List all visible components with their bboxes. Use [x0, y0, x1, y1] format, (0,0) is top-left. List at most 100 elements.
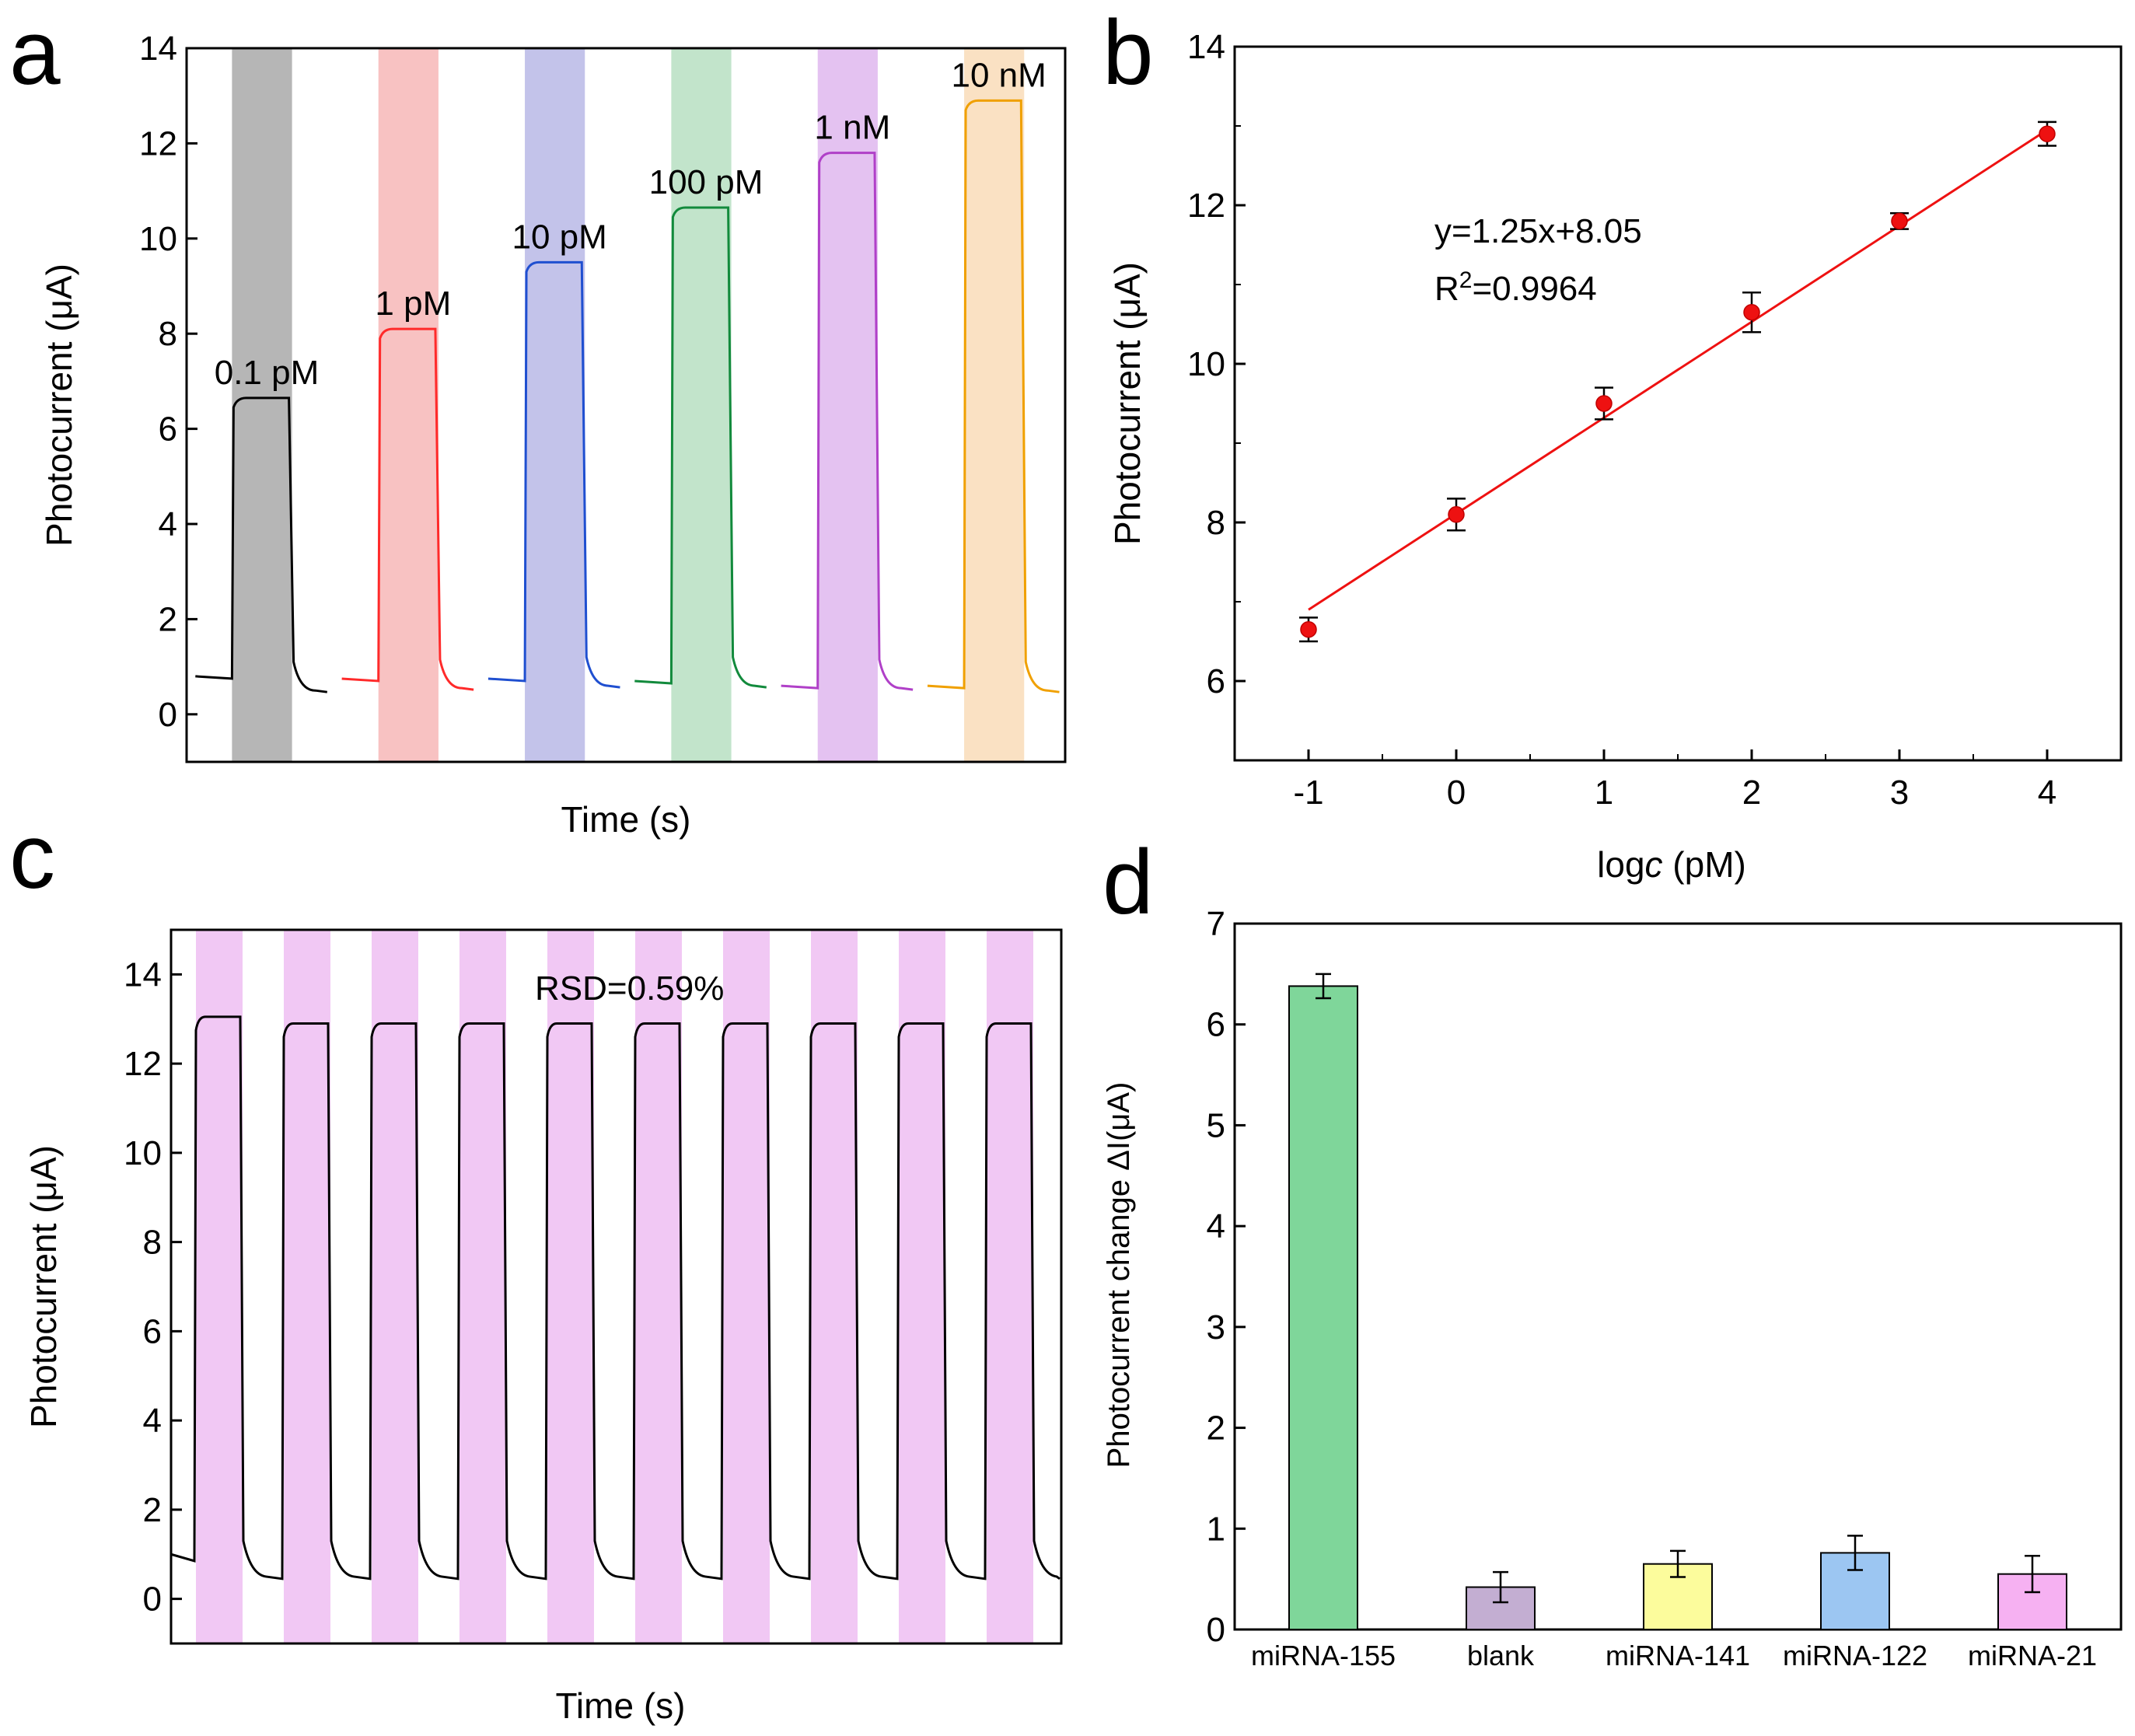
panel-b-xtick-label-2: 1 — [1595, 774, 1613, 812]
panel-c-ytick-label-7: 14 — [124, 955, 162, 994]
panel-d-category-label-4: miRNA-21 — [1968, 1640, 2097, 1671]
panel-c-light-band-2 — [372, 930, 418, 1643]
panel-c-light-band-6 — [723, 930, 770, 1643]
panel-b-ytick-label-4: 14 — [1187, 28, 1225, 66]
panel-a-chart: 0.1 pM 1 pM 10 pM 100 pM 1 nM 10 nM 0 2 4 6 8 10 12… — [39, 30, 1067, 840]
panel-d-ytick-label-1: 1 — [1207, 1510, 1225, 1548]
panel-d-bar-0 — [1288, 985, 1358, 1630]
panel-c-plot-frame — [169, 928, 1063, 1645]
panel-b-xtick-label-5: 4 — [2038, 774, 2056, 812]
panel-d-chart: miRNA-155 blank miRNA-141 miRNA-122 miRNA-21… — [1102, 905, 2123, 1671]
panel-b-point-2 — [1595, 395, 1613, 412]
panel-b-r2-pre: R — [1434, 270, 1459, 308]
panel-c-ytick-label-6: 12 — [124, 1045, 162, 1083]
panel-a-trace-0 — [195, 396, 327, 693]
panel-a-light-band-5 — [964, 48, 1025, 762]
panel-a-label-4: 1 nM — [814, 109, 890, 147]
panel-d-category-label-1: blank — [1467, 1640, 1535, 1671]
panel-d-ytick-label-3: 3 — [1207, 1308, 1225, 1347]
panel-d-bar-4 — [1997, 1573, 2067, 1630]
panel-c-annotation: RSD=0.59% — [535, 969, 724, 1008]
panel-letter-b: b — [1102, 2, 1154, 104]
panel-a-ytick-label-6: 12 — [139, 124, 177, 162]
panel-b-point-4 — [1891, 212, 1908, 230]
panel-b-ylabel: Photocurrent (μA) — [1107, 262, 1148, 545]
panel-c-trace — [170, 1015, 1061, 1581]
panel-b-xlabel-post: (pM) — [1663, 844, 1746, 885]
panel-a-ytick-label-7: 14 — [139, 30, 177, 68]
panel-a-trace-1 — [341, 327, 474, 691]
panel-c-chart: 0 2 4 6 8 10 12 14 RSD=0.59% Time (s) Photocurr… — [23, 928, 1063, 1726]
panel-b-xtick-label-0: -1 — [1293, 774, 1323, 812]
panel-c-light-band-9 — [987, 930, 1033, 1643]
panel-a-light-band-3 — [671, 48, 732, 762]
panel-a-light-band-1 — [378, 48, 439, 762]
panel-b-ytick-label-0: 6 — [1207, 662, 1225, 700]
panel-c-ytick-label-1: 2 — [143, 1491, 162, 1529]
panel-a-ytick-label-4: 8 — [159, 315, 177, 353]
panel-a-plot-frame — [185, 47, 1067, 763]
panel-a-label-0: 0.1 pM — [215, 354, 320, 392]
panel-c-ytick-label-0: 0 — [143, 1581, 162, 1619]
panel-a-light-band-0 — [232, 48, 292, 762]
panel-b-ytick-label-2: 10 — [1187, 345, 1225, 383]
panel-a-trace-5 — [927, 99, 1060, 693]
panel-b-xtick-label-3: 2 — [1742, 774, 1761, 812]
panel-c-ytick-label-2: 4 — [143, 1402, 162, 1440]
panel-d-ytick-label-4: 4 — [1207, 1207, 1225, 1245]
panel-b-xtick-label-1: 0 — [1447, 774, 1466, 812]
panel-c-ytick-label-3: 6 — [143, 1312, 162, 1350]
panel-c-light-band-4 — [547, 930, 594, 1643]
panel-d-ylabel: Photocurrent change ΔI(μA) — [1102, 1082, 1136, 1469]
panel-d-ytick-label-6: 6 — [1207, 1006, 1225, 1044]
panel-a-light-band-2 — [525, 48, 585, 762]
panel-c-light-band-0 — [196, 930, 243, 1643]
panel-d-ytick-label-5: 5 — [1207, 1106, 1225, 1144]
panel-a-label-1: 1 pM — [375, 285, 451, 323]
panel-c-ylabel: Photocurrent (μA) — [23, 1145, 64, 1428]
panel-letter-c: c — [9, 805, 55, 908]
panel-a-ytick-label-2: 4 — [159, 505, 177, 543]
panel-b-r2: R2=0.9964 — [1434, 267, 1597, 309]
panel-c-light-band-1 — [284, 930, 330, 1643]
panel-b-xlabel: logc (pM) — [1597, 844, 1746, 885]
panel-letter-d: d — [1102, 831, 1154, 934]
panel-c-ytick-label-5: 10 — [124, 1134, 162, 1172]
panel-a-label-3: 100 pM — [649, 163, 763, 201]
panel-c-light-band-3 — [459, 930, 506, 1643]
panel-b-xlabel-pre: log — [1597, 844, 1644, 885]
panel-a-label-2: 10 pM — [512, 218, 607, 256]
panel-c-light-band-5 — [635, 930, 682, 1643]
panel-a-ytick-label-1: 2 — [159, 600, 177, 638]
panel-b-r2-post: =0.9964 — [1472, 270, 1596, 308]
panel-a-ytick-label-3: 6 — [159, 410, 177, 449]
panel-a-ytick-label-0: 0 — [159, 696, 177, 734]
panel-b-xtick-label-4: 3 — [1890, 774, 1909, 812]
panel-d-category-label-3: miRNA-122 — [1783, 1640, 1927, 1671]
panel-a-label-5: 10 nM — [952, 56, 1047, 94]
panel-d-ytick-label-2: 2 — [1207, 1409, 1225, 1448]
panel-d-category-label-0: miRNA-155 — [1251, 1640, 1396, 1671]
panel-d-ytick-label-7: 7 — [1207, 905, 1225, 943]
panel-a-ytick-label-5: 10 — [139, 220, 177, 258]
panel-b-point-0 — [1300, 620, 1317, 638]
panel-b-fit-line — [1308, 128, 2048, 611]
panel-b-ytick-label-1: 8 — [1207, 504, 1225, 542]
panel-letter-a: a — [9, 2, 61, 104]
panel-d-ytick-label-0: 0 — [1207, 1611, 1225, 1649]
panel-a-xlabel: Time (s) — [561, 799, 691, 840]
panel-a-light-band-4 — [817, 48, 878, 762]
panel-c-xlabel: Time (s) — [556, 1685, 686, 1726]
panel-b-point-5 — [2039, 125, 2056, 142]
panel-b-point-3 — [1743, 303, 1760, 321]
panel-b-r2-sup: 2 — [1459, 267, 1473, 293]
panel-c-light-band-7 — [811, 930, 858, 1643]
panel-c-light-band-8 — [899, 930, 945, 1643]
panel-b-xlabel-italic: c — [1645, 844, 1663, 885]
panel-b-equation: y=1.25x+8.05 — [1434, 212, 1642, 250]
panel-a-trace-2 — [487, 260, 620, 689]
panel-c-ytick-label-4: 8 — [143, 1224, 162, 1262]
